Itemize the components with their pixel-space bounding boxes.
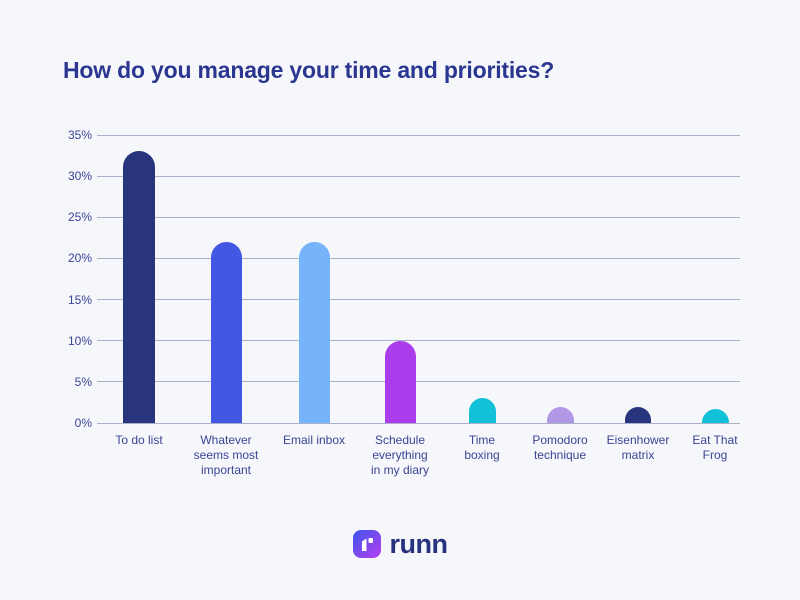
x-axis-category-label: Pomodoro technique xyxy=(532,433,588,462)
x-axis-category-label: Email inbox xyxy=(282,433,346,447)
chart-bar xyxy=(210,242,242,423)
y-tick-label: 0% xyxy=(74,416,92,430)
x-axis-labels: To do list Whatever seems most important Ema… xyxy=(97,433,740,493)
runn-logo-icon xyxy=(352,530,381,558)
y-tick-label: 35% xyxy=(67,128,92,142)
y-tick-label: 25% xyxy=(67,210,92,225)
x-axis-category-label: Eisenhower matrix xyxy=(606,433,670,462)
chart-bar xyxy=(546,407,574,423)
chart-bar xyxy=(298,242,330,423)
y-tick-label: 15% xyxy=(67,292,92,307)
chart-bar xyxy=(384,341,416,423)
runn-logo: runn xyxy=(0,524,800,564)
runn-logo-r-glyph xyxy=(361,538,373,551)
gridline xyxy=(97,257,740,259)
chart-title: How do you manage your time and prioriti… xyxy=(63,57,555,83)
gridline xyxy=(97,216,740,218)
x-axis-category-label: Schedule everything in my diary xyxy=(370,433,429,477)
x-axis-category-label: Whatever seems most important xyxy=(193,433,259,477)
chart-bar xyxy=(701,409,729,423)
y-axis-labels: 0% 5% 10% 15% 20% 25% 30% 35% xyxy=(30,129,92,429)
y-tick-label: 20% xyxy=(67,251,92,266)
x-axis-category-label: Eat That Frog xyxy=(692,433,738,462)
chart-bar xyxy=(123,151,155,423)
bar-chart-plot-area xyxy=(97,134,740,424)
x-axis-category-label: To do list xyxy=(115,433,163,447)
y-tick-label: 5% xyxy=(74,374,92,389)
gridline xyxy=(97,299,740,301)
gridline xyxy=(97,422,740,424)
x-axis-category-label: Time boxing xyxy=(464,433,500,462)
gridline xyxy=(97,134,740,136)
gridline xyxy=(97,340,740,342)
chart-bar xyxy=(625,407,651,423)
runn-wordmark: runn xyxy=(389,529,449,559)
y-tick-label: 30% xyxy=(67,169,92,184)
gridline xyxy=(97,381,740,383)
chart-bar xyxy=(468,398,496,423)
y-tick-label: 10% xyxy=(67,333,92,348)
gridline xyxy=(97,175,740,177)
